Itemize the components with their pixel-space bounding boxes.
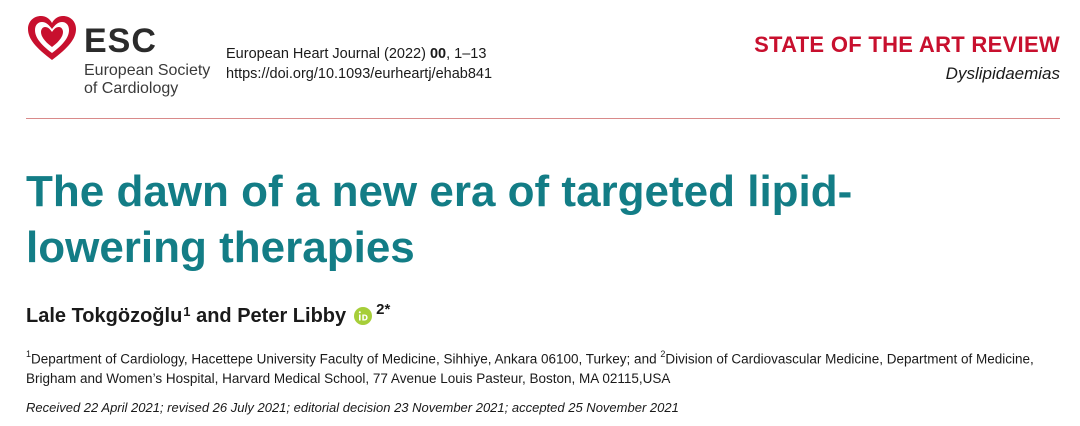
journal-volume: 00 [429,46,447,62]
journal-doi-link[interactable]: https://doi.org/10.1093/eurheartj/ehab84… [226,66,493,82]
article-title-line2: lowering therapies [26,223,415,272]
author-name[interactable]: Peter Libby [237,305,347,327]
esc-name-line1: European Society [84,62,211,79]
affiliation-sup: 1 [26,349,32,359]
header-divider [26,118,1060,119]
esc-heart-logo-icon [28,16,76,60]
journal-info: European Heart Journal (2022) 00, 1–13 h… [226,44,492,84]
esc-abbreviation: ESC [84,22,157,60]
author-affiliation-sup: 2* [376,301,391,318]
article-type-label: STATE OF THE ART REVIEW [754,32,1060,57]
journal-pages: , 1–13 [446,46,487,62]
author-name[interactable]: Lale Tokgözoğlu [26,305,183,327]
affiliation-line2: Brigham and Women’s Hospital, Harvard Me… [26,370,671,386]
esc-name-line2: of Cardiology [84,80,179,97]
author-list: Lale Tokgözoğlu 1 and Peter Libby 2* [26,301,390,329]
author-affiliations: 1Department of Cardiology, Hacettepe Uni… [26,346,1066,388]
esc-logo[interactable]: ESC European Society of Cardiology [26,14,210,104]
journal-citation: European Heart Journal (2022) 00, 1–13 [226,44,492,64]
affiliation-sup: 2 [660,349,666,359]
esc-full-name: European Society of Cardiology [84,62,244,98]
article-header: ESC European Society of Cardiology Europ… [0,0,1080,118]
journal-name: European Heart Journal (2022) [226,46,426,62]
orcid-icon[interactable] [354,307,373,325]
affiliation-line1: 1Department of Cardiology, Hacettepe Uni… [26,346,1066,369]
article-subject: Dyslipidaemias [945,64,1060,83]
article-type-block: STATE OF THE ART REVIEW Dyslipidaemias [754,32,1060,84]
article-title-line1: The dawn of a new era of targeted lipid- [26,167,853,216]
author-affiliation-sup: 1 [183,304,191,319]
author-connector: and [190,305,238,327]
affiliation-text: Division of Cardiovascular Medicine, Dep… [665,351,1034,367]
article-history-dates: Received 22 April 2021; revised 26 July … [26,400,679,415]
article-title: The dawn of a new era of targeted lipid-… [26,164,1066,276]
affiliation-text: Department of Cardiology, Hacettepe Univ… [31,351,661,367]
